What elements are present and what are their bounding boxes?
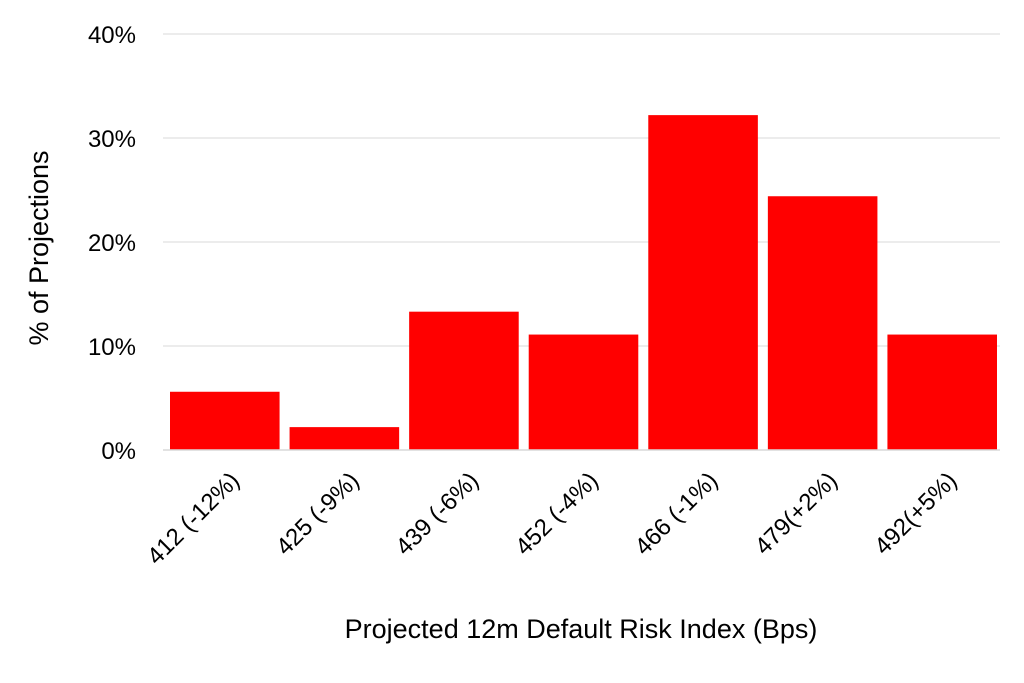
x-axis-ticks: 412 (-12%) 425 (-9%) 439 (-6%) 452 (-4%) 466… (142, 467, 962, 570)
x-tick-label: 492(+5%) (869, 467, 962, 560)
bar (289, 427, 400, 450)
x-tick-label: 452 (-4%) (510, 467, 604, 561)
bars (170, 115, 997, 451)
bar (648, 115, 758, 451)
bar (887, 334, 997, 450)
x-tick-label: 425 (-9%) (271, 467, 365, 561)
y-axis-title: % of Projections (24, 150, 54, 345)
bar (409, 311, 519, 450)
bar (170, 391, 280, 450)
bar (767, 196, 878, 450)
y-tick-label: 0% (101, 438, 136, 465)
y-tick-label: 10% (88, 334, 136, 361)
x-tick-label: 466 (-1%) (630, 467, 724, 561)
y-tick-label: 30% (88, 126, 136, 153)
y-tick-label: 40% (88, 22, 136, 49)
y-axis-ticks: 0% 10% 20% 30% 40% (88, 22, 136, 465)
bar (528, 334, 639, 450)
x-axis-title: Projected 12m Default Risk Index (Bps) (345, 614, 818, 644)
y-tick-label: 20% (88, 230, 136, 257)
x-tick-label: 439 (-6%) (391, 467, 485, 561)
x-tick-label: 479(+2%) (750, 467, 843, 560)
x-tick-label: 412 (-12%) (142, 467, 245, 570)
